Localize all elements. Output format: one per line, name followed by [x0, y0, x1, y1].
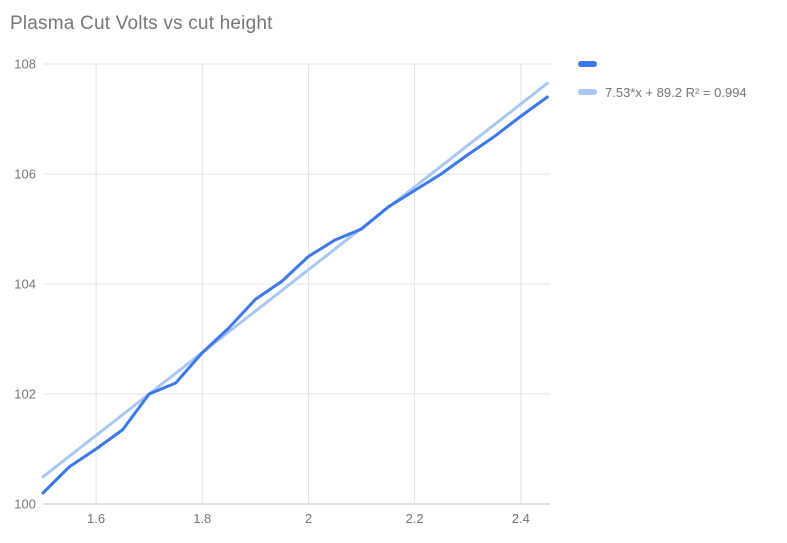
- trendline-swatch-icon: [578, 89, 597, 95]
- legend-item-trendline: 7.53*x + 89.2 R² = 0.994: [578, 84, 747, 100]
- x-axis-tick-label: 1.6: [87, 511, 105, 526]
- data-series-line: [41, 95, 549, 495]
- chart-title: Plasma Cut Volts vs cut height: [10, 13, 273, 34]
- y-axis-tick-label: 104: [14, 277, 36, 292]
- x-axis-tick-label: 1.8: [193, 511, 211, 526]
- chart-legend: 7.53*x + 89.2 R² = 0.994: [578, 58, 747, 100]
- x-axis-tick-label: 2.4: [512, 511, 530, 526]
- series-swatch-icon: [578, 61, 597, 67]
- y-axis-tick-label: 106: [14, 167, 36, 182]
- y-axis-tick-label: 108: [14, 57, 36, 72]
- trendline: [41, 81, 549, 479]
- legend-item-series: [578, 58, 747, 70]
- legend-trendline-label: 7.53*x + 89.2 R² = 0.994: [605, 84, 747, 100]
- y-axis-tick-label: 102: [14, 387, 36, 402]
- x-axis-tick-label: 2: [305, 511, 312, 526]
- y-axis-tick-label: 100: [14, 497, 36, 512]
- x-axis-tick-label: 2.2: [406, 511, 424, 526]
